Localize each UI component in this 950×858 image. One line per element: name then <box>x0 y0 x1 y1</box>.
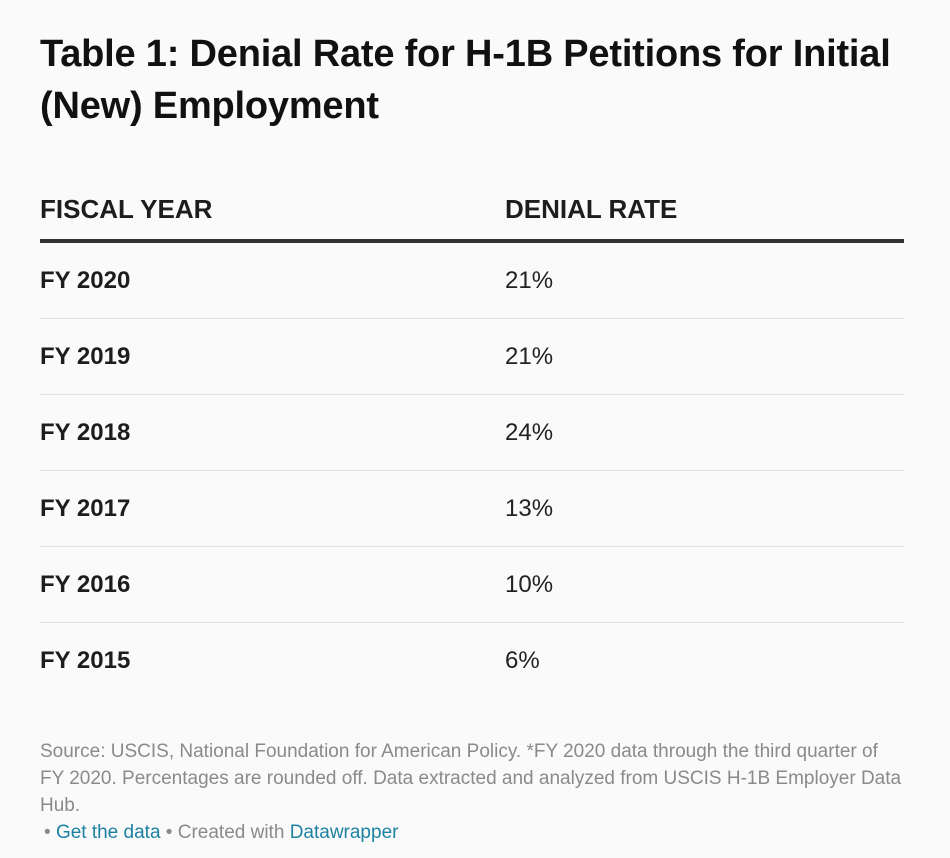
cell-denial-rate: 13% <box>505 494 554 522</box>
table-row: FY 2016 10% <box>40 547 904 623</box>
created-with-text: Created with <box>177 822 285 843</box>
cell-denial-rate: 21% <box>505 266 554 294</box>
datawrapper-link[interactable]: Datawrapper <box>289 822 399 843</box>
table-row: FY 2020 21% <box>40 243 904 319</box>
data-table: FISCAL YEAR DENIAL RATE FY 2020 21% FY 201… <box>40 178 904 698</box>
cell-denial-rate: 6% <box>505 646 540 674</box>
bullet-separator: • <box>44 822 51 843</box>
table-row: FY 2015 6% <box>40 623 904 698</box>
get-the-data-link[interactable]: Get the data <box>55 822 161 843</box>
column-header-denial-rate[interactable]: DENIAL RATE <box>505 194 678 224</box>
cell-fiscal-year: FY 2020 <box>40 266 131 294</box>
table-header: FISCAL YEAR DENIAL RATE <box>40 178 904 243</box>
table-row: FY 2018 24% <box>40 395 904 471</box>
table-body: FY 2020 21% FY 2019 21% FY 2018 24% FY 2017 13%… <box>40 243 904 698</box>
cell-denial-rate: 10% <box>505 570 554 598</box>
table-row: FY 2017 13% <box>40 471 904 547</box>
cell-fiscal-year: FY 2015 <box>40 646 131 674</box>
column-header-fiscal-year[interactable]: FISCAL YEAR <box>40 194 213 224</box>
cell-fiscal-year: FY 2017 <box>40 494 131 522</box>
footer-links: • Get the data • Created with Datawrappe… <box>44 819 904 846</box>
source-note: Source: USCIS, National Foundation for A… <box>40 741 902 816</box>
cell-denial-rate: 21% <box>505 342 554 370</box>
cell-fiscal-year: FY 2018 <box>40 418 131 446</box>
cell-fiscal-year: FY 2016 <box>40 570 131 598</box>
cell-fiscal-year: FY 2019 <box>40 342 131 370</box>
chart-title: Table 1: Denial Rate for H-1B Petitions … <box>40 33 891 127</box>
cell-denial-rate: 24% <box>505 418 554 446</box>
bullet-separator: • <box>165 822 173 843</box>
table-row: FY 2019 21% <box>40 319 904 395</box>
chart-footer: Source: USCIS, National Foundation for A… <box>40 738 904 846</box>
